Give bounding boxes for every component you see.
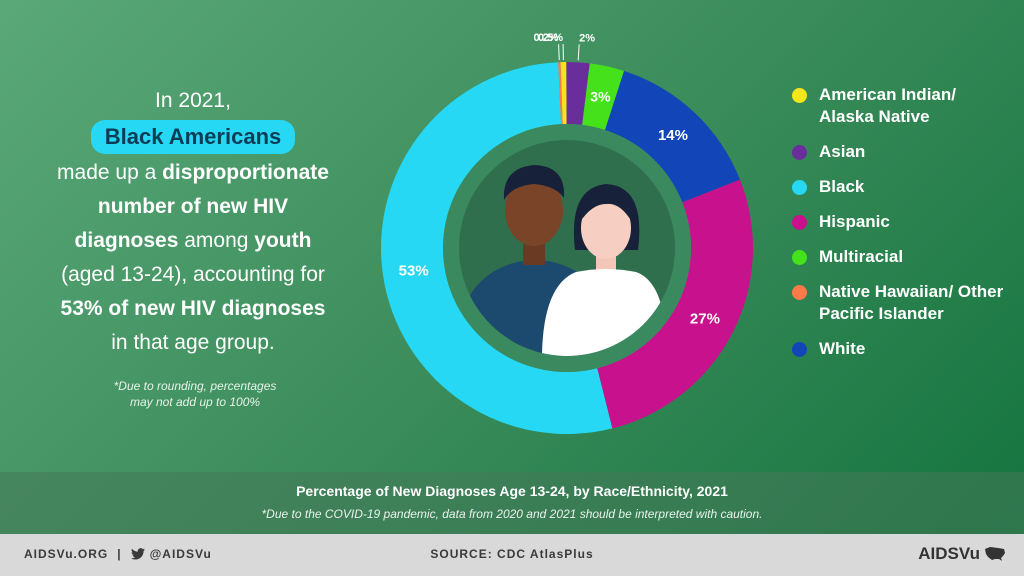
narrative-bold: youth [254,229,312,252]
legend-swatch [792,342,807,357]
legend-label: Multiracial [819,247,904,266]
legend-label: Asian [819,142,866,161]
woman-hair-front [580,191,632,222]
caption-band [0,472,1024,534]
donut-slice [558,62,563,125]
twitter-handle-link[interactable]: @AIDSVu [149,547,212,561]
man-hair [503,165,565,200]
chart-caption-title: Percentage of New Diagnoses Age 13-24, b… [296,483,728,499]
slice-data-label: 2% [579,32,595,44]
legend-item: Native Hawaiian/ Other Pacific Islander [792,281,1012,325]
narrative-line: in that age group. [111,331,275,354]
man-head [505,174,563,246]
donut-slice [597,179,753,429]
narrative-fragment: among [178,229,255,252]
legend-label: Native Hawaiian/ Other Pacific Islander [819,282,1004,323]
center-illustration [443,124,691,372]
chart-caption-note: *Due to the COVID-19 pandemic, data from… [261,507,763,521]
legend-swatch [792,285,807,300]
narrative-line: (aged 13-24), accounting for [61,263,325,286]
legend-label: White [819,339,866,358]
legend-item: Hispanic [792,211,1012,233]
footnote-line: *Due to rounding, percentages [113,379,277,393]
slice-data-label: 0.5% [538,32,563,44]
narrative-bold: number of new HIV [97,195,289,218]
footer-bar: AIDSVu.ORG | @AIDSVu SOURCE: CDC AtlasPl… [0,534,1024,576]
legend-swatch [792,180,807,195]
legend-item: American Indian/ Alaska Native [792,84,1012,128]
footer-separator: | [117,547,122,561]
donut-slice [381,62,613,434]
legend-item: White [792,338,1012,360]
leader-line [577,44,580,61]
chart-leader-lines [558,44,580,61]
chart-legend: American Indian/ Alaska Native Asian Black… [792,84,1012,373]
slice-data-label: 14% [658,127,688,144]
twitter-icon [130,548,145,560]
leader-line [558,44,560,61]
slice-data-label: 53% [399,263,429,280]
legend-item: Black [792,176,1012,198]
legend-swatch [792,250,807,265]
narrative-bold: 53% of new HIV diagnoses [60,297,326,320]
legend-item: Multiracial [792,246,1012,268]
aidsvu-logo[interactable]: AIDSVu [918,544,1006,564]
slice-data-label: 0.2% [534,32,559,44]
footnote-line: may not add up to 100% [129,395,261,409]
people-illustration [460,165,667,356]
donut-slice [566,61,590,125]
legend-label: American Indian/ Alaska Native [819,85,956,126]
us-map-icon [985,547,1005,561]
site-link[interactable]: AIDSVu.ORG [24,547,109,561]
legend-label: Black [819,177,865,196]
legend-swatch [792,145,807,160]
legend-swatch [792,215,807,230]
narrative-line: In 2021, [155,89,231,112]
rounding-footnote: *Due to rounding, percentages may not ad… [60,378,330,410]
legend-label: Hispanic [819,212,890,231]
footer-social: AIDSVu.ORG | @AIDSVu [24,547,212,561]
legend-item: Asian [792,141,1012,163]
woman-head [581,197,631,259]
donut-chart: 0.5% 2% 3% 14% 27% 53% 0.2% [381,32,753,434]
narrative-fragment: made up a [57,161,163,184]
narrative-bold: diagnoses [74,229,179,252]
chart-slices [381,61,753,434]
donut-slice [582,63,625,130]
slice-data-label: 3% [590,89,611,105]
legend-swatch [792,88,807,103]
narrative-bold: disproportionate [162,161,329,184]
narrative-text: In 2021, Black Americans made up a dispr… [18,84,368,360]
donut-slice [560,62,567,125]
chart-data-labels: 0.5% 2% 3% 14% 27% 53% 0.2% [399,32,720,328]
highlight-pill: Black Americans [90,120,296,154]
slice-data-label: 27% [690,311,720,328]
donut-slice [605,70,740,203]
logo-text: AIDSVu [918,544,980,563]
